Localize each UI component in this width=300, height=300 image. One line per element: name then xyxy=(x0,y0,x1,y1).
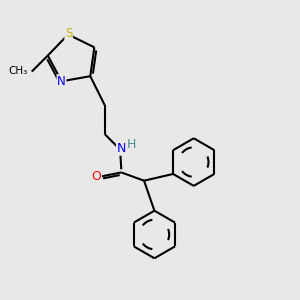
Text: N: N xyxy=(57,75,66,88)
Text: S: S xyxy=(65,28,72,40)
Text: CH₃: CH₃ xyxy=(8,66,28,76)
Text: N: N xyxy=(117,142,126,155)
Text: H: H xyxy=(127,138,136,151)
Text: O: O xyxy=(92,170,101,183)
